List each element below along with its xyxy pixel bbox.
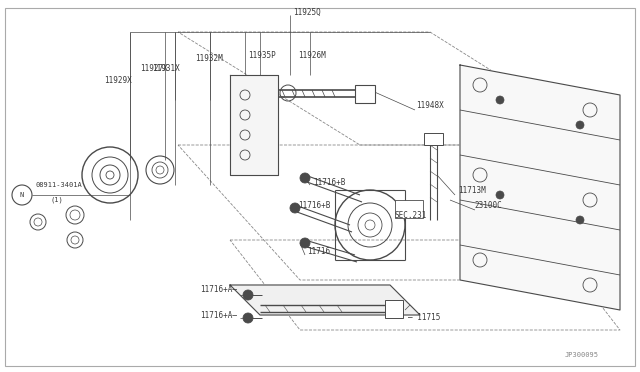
Text: 11948X: 11948X [416, 100, 444, 109]
Bar [385, 300, 403, 318]
Circle shape [300, 238, 310, 248]
Text: 11929X: 11929X [104, 76, 132, 84]
Circle shape [496, 191, 504, 199]
Text: 11931X: 11931X [152, 64, 180, 73]
Text: 11713M: 11713M [458, 186, 486, 195]
Text: 11932M: 11932M [195, 54, 223, 62]
Text: 11935P: 11935P [248, 51, 276, 60]
Circle shape [300, 173, 310, 183]
Text: 11926M: 11926M [298, 51, 326, 60]
Text: — 11715: — 11715 [408, 314, 440, 323]
Text: 11927X: 11927X [140, 64, 168, 73]
Circle shape [576, 121, 584, 129]
Bar [424, 133, 443, 145]
Circle shape [243, 290, 253, 300]
Circle shape [496, 96, 504, 104]
Bar [395, 200, 423, 218]
Text: 11716: 11716 [307, 247, 330, 257]
Circle shape [243, 313, 253, 323]
Text: 11925Q: 11925Q [293, 7, 321, 16]
Text: (1): (1) [50, 197, 63, 203]
Polygon shape [230, 75, 278, 175]
Text: 11716+B: 11716+B [298, 201, 330, 209]
Text: 11716+B: 11716+B [313, 177, 346, 186]
Text: JP300095: JP300095 [565, 352, 599, 358]
Bar [355, 85, 375, 103]
Text: 23100C: 23100C [474, 201, 502, 209]
Text: 11716+A—: 11716+A— [200, 285, 237, 295]
Text: SEC.231: SEC.231 [395, 211, 428, 219]
Text: N: N [20, 192, 24, 198]
Circle shape [290, 203, 300, 213]
Text: 11716+A—: 11716+A— [200, 311, 237, 320]
Text: 08911-3401A: 08911-3401A [35, 182, 82, 188]
Polygon shape [460, 65, 620, 310]
Circle shape [576, 216, 584, 224]
Polygon shape [230, 285, 420, 315]
